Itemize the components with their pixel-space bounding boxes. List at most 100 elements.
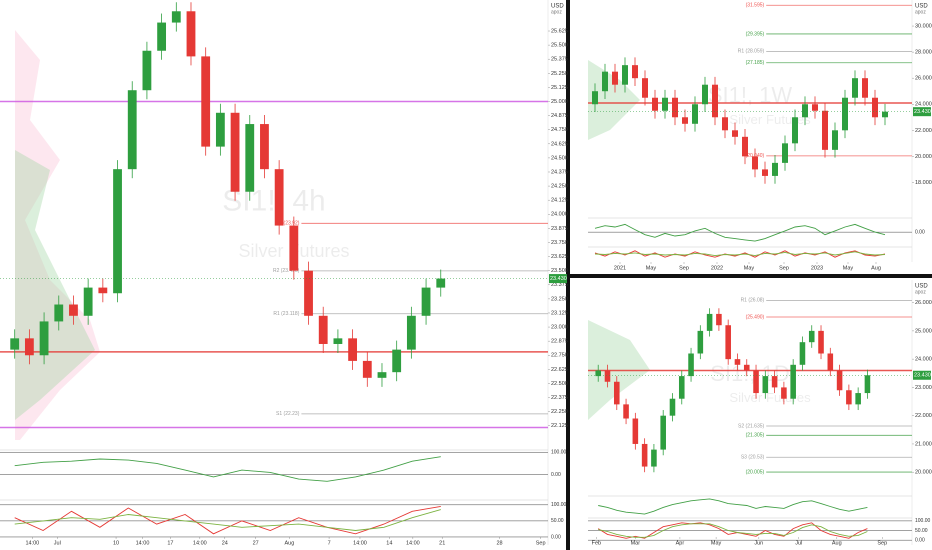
unit: apoz	[915, 289, 926, 295]
candle-body	[304, 270, 313, 316]
level-label: R1 (28.059)	[738, 49, 765, 55]
x-tick-label: Sep	[536, 540, 546, 546]
y-tick-label: 23.875	[551, 226, 568, 232]
unit: apoz	[551, 9, 562, 15]
oscillator-line	[597, 522, 868, 539]
x-tick-label: 14:00	[136, 540, 150, 546]
x-tick-label: Aug	[285, 540, 295, 546]
candle-body	[362, 360, 372, 378]
candle-body	[622, 65, 628, 85]
y-tick-label: 21.000	[915, 441, 932, 447]
y-tick-label: 22.000	[915, 128, 932, 134]
y-tick-label: 25.625	[551, 28, 568, 34]
level-label: S1 (22.23)	[276, 411, 300, 417]
watermark-title: SI1!, 1D	[710, 361, 789, 386]
candle-body	[652, 97, 658, 111]
candle-body	[697, 330, 704, 354]
candle-body	[662, 97, 668, 111]
candle-body	[24, 338, 34, 356]
candle-body	[215, 112, 225, 147]
candle-body	[722, 117, 728, 131]
candle-body	[348, 338, 358, 361]
level-label: (27.185)	[746, 60, 765, 66]
oscillator-line	[598, 498, 868, 515]
candle-body	[632, 418, 639, 444]
candle-body	[742, 136, 748, 157]
x-tick-label: 2023	[811, 265, 823, 271]
last-price-box	[549, 274, 567, 284]
candle-body	[864, 375, 871, 394]
x-tick-label: 14:00	[25, 540, 39, 546]
candle-body	[790, 364, 796, 399]
candle-body	[142, 50, 152, 91]
level-label: R1 (23.118)	[273, 311, 299, 317]
candle-body	[799, 342, 806, 365]
x-tick-label: 2021	[614, 265, 626, 271]
y-tick-label: 25.000	[551, 99, 568, 105]
candle-body	[604, 370, 611, 382]
x-tick-label: Aug	[871, 265, 881, 271]
candle-body	[595, 370, 601, 377]
y-tick-label: 23.250	[551, 296, 568, 302]
x-tick-label: May	[843, 265, 854, 271]
candle-body	[862, 78, 868, 98]
candle-body	[753, 370, 759, 394]
candle-body	[688, 353, 694, 377]
candle-body	[802, 104, 808, 118]
candle-body	[678, 376, 685, 399]
x-tick-label: Mar	[631, 540, 641, 546]
y-tick-label: 25.000	[915, 328, 932, 334]
x-tick-label: Sep	[877, 540, 887, 546]
y-tick-label: 23.000	[551, 325, 568, 331]
y-tick-label: 25.375	[551, 57, 568, 63]
candle-body	[716, 313, 722, 326]
y-tick-label: 22.125	[551, 423, 568, 429]
y-tick-label: 26.000	[915, 300, 932, 306]
candle-body	[743, 364, 750, 371]
candle-body	[377, 372, 387, 378]
level-label: R1 (26.08)	[741, 298, 765, 304]
panel-divider	[566, 0, 570, 550]
x-tick-label: 17	[167, 540, 173, 546]
candle-body	[602, 71, 608, 92]
currency: USD	[915, 4, 928, 10]
candle-body	[54, 304, 64, 322]
x-tick-label: Jul	[795, 540, 802, 546]
last-price-box	[913, 107, 931, 117]
x-tick-label: 28	[496, 540, 502, 546]
level-label: R2 (23.498)	[273, 268, 300, 274]
candle-body	[623, 404, 629, 419]
y-tick-label: 25.125	[551, 85, 568, 91]
candle-body	[734, 359, 741, 365]
pane-tick-label: 50.00	[915, 528, 928, 534]
y-tick-label: 24.625	[551, 141, 568, 147]
candle-body	[113, 169, 122, 294]
level-label: (31.595)	[746, 3, 765, 9]
x-tick-label: 27	[253, 540, 259, 546]
oscillator-line	[594, 223, 886, 242]
candle-body	[771, 376, 778, 388]
candle-body	[436, 278, 446, 288]
y-tick-label: 26.000	[915, 76, 932, 82]
candle-body	[69, 304, 78, 316]
y-tick-label: 18.000	[915, 180, 932, 186]
level-label: (25.490)	[746, 314, 765, 320]
candle-body	[651, 449, 657, 467]
candle-body	[752, 156, 758, 170]
y-tick-label: 22.000	[915, 413, 932, 419]
pane-tick-label: 0.00	[551, 534, 561, 540]
x-tick-label: Jul	[54, 540, 61, 546]
candle-body	[812, 104, 818, 111]
candle-body	[632, 65, 638, 79]
candle-body	[660, 415, 666, 450]
candle-body	[781, 387, 787, 399]
last-price-box	[913, 370, 931, 380]
candle-body	[762, 169, 768, 176]
x-tick-label: 14:00	[406, 540, 420, 546]
y-tick-label: 20.000	[915, 154, 932, 160]
oscillator-line	[14, 509, 441, 531]
x-tick-label: Sep	[779, 265, 789, 271]
y-tick-label: 24.750	[551, 127, 568, 133]
candle-body	[692, 104, 698, 124]
